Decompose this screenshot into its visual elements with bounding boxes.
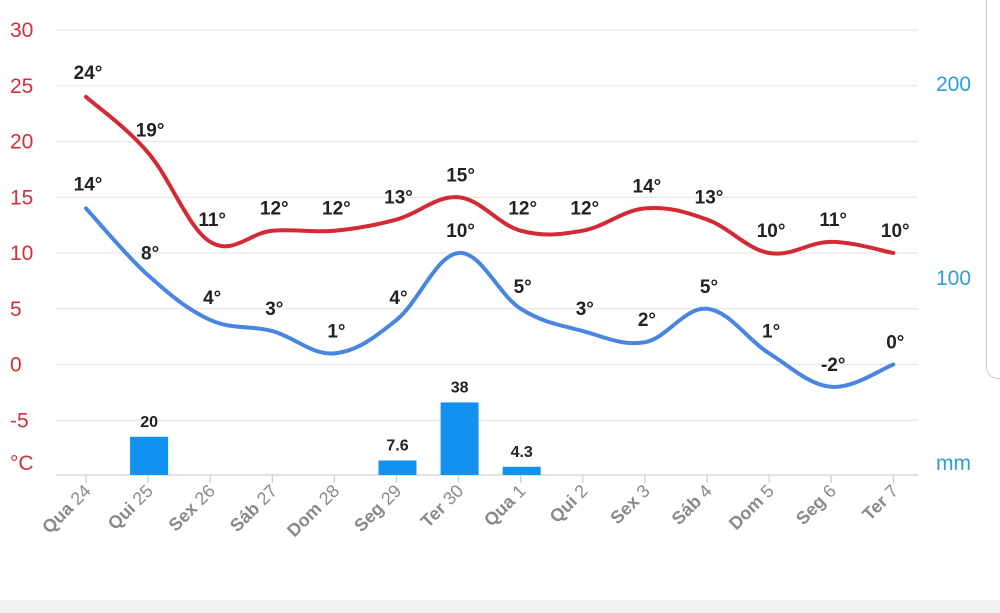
min-temperature-label: 4° xyxy=(203,288,221,309)
x-tick-date: 25 xyxy=(129,481,157,509)
max-temperature-label: 10° xyxy=(757,221,786,242)
min-temperature-label: 14° xyxy=(74,174,103,195)
x-tick-date: 30 xyxy=(439,481,467,509)
min-temperature-label: -2° xyxy=(821,355,846,376)
min-temperature-label: 5° xyxy=(700,277,718,298)
x-tick-label: Dom5 xyxy=(725,481,778,534)
max-temperature-label: 12° xyxy=(322,199,351,220)
grid xyxy=(56,29,918,483)
max-temperature-label: 12° xyxy=(570,199,599,220)
x-tick-label: Qua24 xyxy=(38,481,95,538)
max-temperature-label: 14° xyxy=(633,176,662,197)
max-temperature-label: 19° xyxy=(136,121,165,142)
data-labels: 20 7.6 38 4.3 24° 19° 11° 12° 12° 13° 15° 12° 12° 14°… xyxy=(74,63,910,461)
precipitation-label: 38 xyxy=(451,379,469,396)
precipitation-bars xyxy=(130,402,541,475)
precipitation-bar xyxy=(130,436,169,475)
x-tick-label: Sex3 xyxy=(606,481,653,528)
x-tick-date: 28 xyxy=(315,481,343,509)
max-temperature-label: 11° xyxy=(819,210,847,231)
min-temperature-label: 10° xyxy=(446,221,475,242)
precipitation-label: 20 xyxy=(140,414,158,431)
max-temperature-line xyxy=(84,94,896,256)
x-tick-label: Qua1 xyxy=(480,481,530,531)
y-tick-label: 20 xyxy=(10,131,33,154)
max-temperature-label: 11° xyxy=(198,210,226,231)
x-tick-day: Seg xyxy=(792,491,829,528)
x-tick-label: Seg6 xyxy=(792,481,840,529)
x-tick-date: 24 xyxy=(67,481,95,509)
x-tick-day: Sáb xyxy=(226,498,263,535)
x-tick-day: Qui xyxy=(104,498,139,533)
y-right-tick-label: 200 xyxy=(936,73,971,96)
x-tick-day: Dom xyxy=(283,498,325,540)
precipitation-unit-label: mm xyxy=(936,452,971,475)
max-temperature-label: 12° xyxy=(508,199,537,220)
max-temperature-label: 10° xyxy=(881,221,910,242)
bottom-bar xyxy=(0,600,1000,613)
x-tick-label: Sáb4 xyxy=(668,481,716,529)
x-tick-day: Qui xyxy=(546,491,581,526)
max-temperature-label: 15° xyxy=(446,165,475,186)
precipitation-axis: mm 200 100 xyxy=(936,73,971,475)
max-temperature-label: 24° xyxy=(74,63,103,84)
x-tick-day: Sex xyxy=(165,498,202,535)
min-temperature-label: 3° xyxy=(576,299,594,320)
x-tick-date: 29 xyxy=(377,481,405,509)
x-tick-day: Ter xyxy=(858,491,891,524)
x-tick-label: Seg29 xyxy=(350,481,405,536)
temperature-lines xyxy=(84,94,896,389)
min-temperature-label: 1° xyxy=(327,321,345,342)
min-temperature-label: 0° xyxy=(886,333,904,354)
temperature-unit-label: °C xyxy=(10,452,34,475)
max-temperature-label: 13° xyxy=(695,188,724,209)
y-tick-label: 15 xyxy=(10,186,33,209)
precipitation-label: 4.3 xyxy=(511,444,533,461)
side-panel-edge[interactable] xyxy=(986,0,1000,379)
precipitation-label: 7.6 xyxy=(386,437,408,454)
x-tick-day: Seg xyxy=(350,498,387,535)
min-temperature-label: 4° xyxy=(389,288,407,309)
x-tick-day: Sex xyxy=(606,491,643,528)
x-tick-date: 27 xyxy=(253,481,281,509)
min-temperature-label: 2° xyxy=(638,310,656,331)
x-tick-label: Qui25 xyxy=(104,481,157,534)
x-tick-label: Dom28 xyxy=(283,481,343,541)
x-tick-label: Ter30 xyxy=(417,481,468,532)
min-temperature-line xyxy=(84,206,896,389)
y-tick-label: 30 xyxy=(10,19,33,42)
max-temperature-label: 13° xyxy=(384,188,413,209)
precipitation-bar xyxy=(378,460,417,475)
y-tick-label: 5 xyxy=(10,298,22,321)
x-tick-day: Dom xyxy=(725,491,767,533)
y-tick-label: -5 xyxy=(10,409,29,432)
precipitation-bar xyxy=(502,466,541,475)
y-right-tick-label: 100 xyxy=(936,267,971,290)
y-tick-label: 0 xyxy=(10,354,22,377)
x-tick-day: Qua xyxy=(38,498,78,538)
max-temperature-label: 12° xyxy=(260,199,289,220)
y-tick-label: 25 xyxy=(10,75,33,98)
x-tick-day: Qua xyxy=(480,491,520,531)
min-temperature-label: 3° xyxy=(265,299,283,320)
x-tick-date: 26 xyxy=(191,481,219,509)
x-tick-day: Ter xyxy=(417,498,450,531)
y-tick-label: 10 xyxy=(10,242,33,265)
min-temperature-label: 8° xyxy=(141,243,159,264)
precipitation-bar xyxy=(440,402,479,475)
temperature-axis: 30 25 20 15 10 5 0 -5 °C xyxy=(10,19,34,475)
min-temperature-label: 5° xyxy=(514,277,532,298)
x-tick-label: Sex26 xyxy=(165,481,219,535)
x-tick-label: Qui2 xyxy=(546,481,592,527)
x-tick-label: Ter7 xyxy=(858,481,902,525)
x-tick-label: Sáb27 xyxy=(226,481,281,536)
x-tick-day: Sáb xyxy=(668,491,705,528)
min-temperature-label: 1° xyxy=(762,321,780,342)
